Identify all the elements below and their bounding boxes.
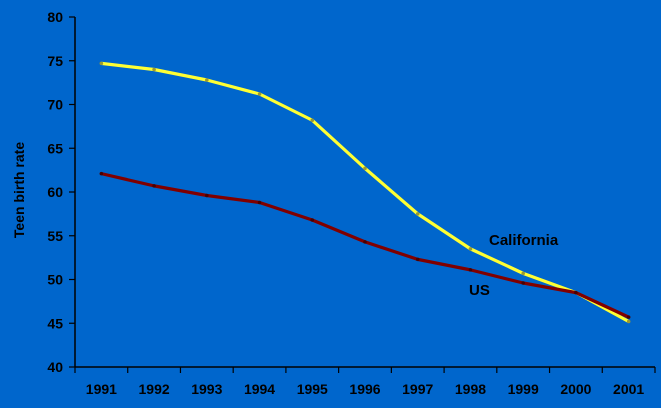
point-california-1994 xyxy=(257,92,262,96)
point-california-1996 xyxy=(363,166,367,171)
point-california-1992 xyxy=(152,67,156,72)
y-tick-label-75: 75 xyxy=(47,53,63,69)
point-us-1996 xyxy=(363,240,367,244)
series-label-us: US xyxy=(469,282,490,299)
y-tick-label-80: 80 xyxy=(47,9,63,25)
point-us-1999 xyxy=(521,281,525,285)
y-tick-label-50: 50 xyxy=(47,272,63,288)
point-us-1991 xyxy=(99,171,104,176)
point-us-1995 xyxy=(310,218,315,222)
point-california-1993 xyxy=(205,78,209,82)
point-us-1992 xyxy=(152,184,156,188)
point-us-2001 xyxy=(626,315,631,319)
point-california-1999 xyxy=(521,271,525,276)
series-label-california: California xyxy=(489,232,559,249)
y-tick-label-60: 60 xyxy=(47,184,63,200)
x-tick-label-1997: 1997 xyxy=(402,381,433,397)
point-us-1994 xyxy=(257,200,262,205)
x-tick-label-1999: 1999 xyxy=(508,381,539,397)
y-tick-label-45: 45 xyxy=(47,315,63,331)
x-tick-label-1992: 1992 xyxy=(139,381,170,397)
series-line-california xyxy=(101,61,630,323)
x-tick-label-1996: 1996 xyxy=(349,381,380,397)
point-california-1991 xyxy=(99,61,104,66)
x-tick-label-1991: 1991 xyxy=(86,381,117,397)
y-axis: 40 45 50 55 60 65 70 75 80 xyxy=(47,9,76,375)
point-us-1993 xyxy=(205,193,209,198)
point-california-2001 xyxy=(626,319,631,324)
x-axis: 1991 1992 1993 1994 1995 1996 1997 1998 1999 2000… xyxy=(74,366,656,397)
y-tick-label-65: 65 xyxy=(47,140,63,156)
y-axis-title: Teen birth rate xyxy=(11,142,27,238)
x-tick-label-1993: 1993 xyxy=(191,381,222,397)
y-tick-label-70: 70 xyxy=(47,97,63,113)
point-california-1998 xyxy=(468,247,473,251)
x-tick-label-2000: 2000 xyxy=(560,381,591,397)
point-california-1995 xyxy=(310,118,315,123)
x-tick-label-1995: 1995 xyxy=(297,381,328,397)
point-us-1997 xyxy=(415,257,420,262)
point-california-1997 xyxy=(415,212,420,216)
series-layer xyxy=(99,61,631,324)
point-us-2000 xyxy=(574,290,578,295)
point-us-1998 xyxy=(468,268,473,272)
y-tick-label-55: 55 xyxy=(47,228,63,244)
x-tick-label-1998: 1998 xyxy=(455,381,486,397)
x-tick-label-1994: 1994 xyxy=(244,381,275,397)
x-tick-label-2001: 2001 xyxy=(613,381,644,397)
y-tick-label-40: 40 xyxy=(47,359,63,375)
